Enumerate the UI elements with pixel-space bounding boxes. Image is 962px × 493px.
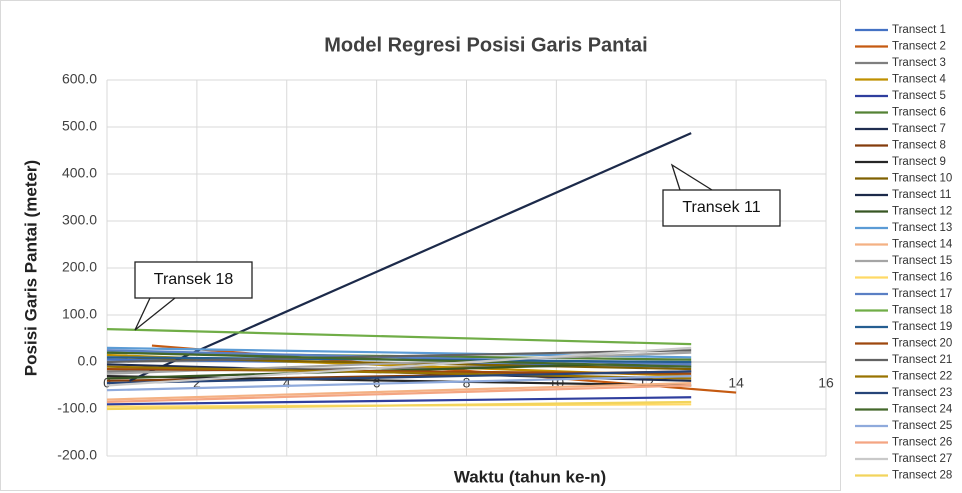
series-line [106,375,692,392]
y-axis-label: Posisi Garis Pantai (meter) [21,160,40,376]
legend-label: Transect 19 [892,321,952,333]
series-line [106,396,692,406]
grid: -200.0 -100.0 0.0 100.0 200.0 300.0 400.0 500.0… [57,71,834,463]
callout-text: Transek 11 [682,199,760,216]
series-line [106,351,692,368]
legend-label: Transect 1 [892,24,946,36]
y-tick-label: 600.0 [62,71,97,87]
series-line [106,346,692,387]
legend-label: Transect 9 [892,156,946,168]
legend-label: Transect 5 [892,90,946,102]
legend-label: Transect 13 [892,222,952,234]
callout-text: Transek 18 [154,271,234,288]
series-line [129,132,692,382]
annotations: Transek 11 Transek 18 [134,163,781,331]
y-tick-label: 200.0 [62,259,97,275]
legend-label: Transect 17 [892,288,952,300]
legend-label: Transect 11 [892,189,951,201]
x-tick-label: 14 [728,375,744,391]
legend-label: Transect 8 [892,140,946,152]
series-line [106,384,692,404]
plot [106,132,737,411]
callout-tail [134,297,176,331]
series-line [106,382,692,401]
legend-label: Transect 14 [892,239,953,251]
legend-label: Transect 24 [892,404,953,416]
y-tick-label: 300.0 [62,212,97,228]
legend-label: Transect 27 [892,453,952,465]
y-tick-label: -100.0 [57,400,97,416]
series-line [106,400,692,411]
series-line [106,349,692,364]
legend-label: Transect 3 [892,57,946,69]
legend-label: Transect 21 [892,354,952,366]
legend-label: Transect 6 [892,107,946,119]
callout-cover [136,263,251,297]
legend-label: Transect 10 [892,173,952,185]
series-line [106,328,692,346]
legend-label: Transect 26 [892,437,952,449]
x-axis-label: Waktu (tahun ke-n) [454,467,606,486]
series-line [106,370,692,385]
legend-label: Transect 20 [892,338,952,350]
legend: Transect 1 Transect 2 Transect 3 Transect 4… [855,24,953,482]
legend-label: Transect 23 [892,387,952,399]
callout-tail [670,163,713,191]
series-line [106,375,692,387]
x-tick-label: 16 [818,375,834,391]
chart-frame [0,0,841,491]
callout-cover [664,191,779,225]
legend-label: Transect 22 [892,371,952,383]
legend-label: Transect 18 [892,305,952,317]
legend-label: Transect 4 [892,74,947,86]
y-tick-label: 500.0 [62,118,97,134]
y-tick-label: 0.0 [78,353,98,369]
x-tick-label: 2 [193,375,201,391]
x-tick-label: 4 [283,375,291,391]
legend-label: Transect 2 [892,41,946,53]
y-tick-label: -200.0 [57,447,97,463]
legend-label: Transect 28 [892,470,952,482]
legend-label: Transect 12 [892,206,952,218]
y-tick-label: 400.0 [62,165,97,181]
legend-label: Transect 7 [892,123,946,135]
y-tick-label: 100.0 [62,306,97,322]
series-line [106,365,692,380]
chart-title: Model Regresi Posisi Garis Pantai [324,34,647,56]
legend-label: Transect 15 [892,255,952,267]
legend-label: Transect 16 [892,272,952,284]
legend-label: Transect 25 [892,420,952,432]
